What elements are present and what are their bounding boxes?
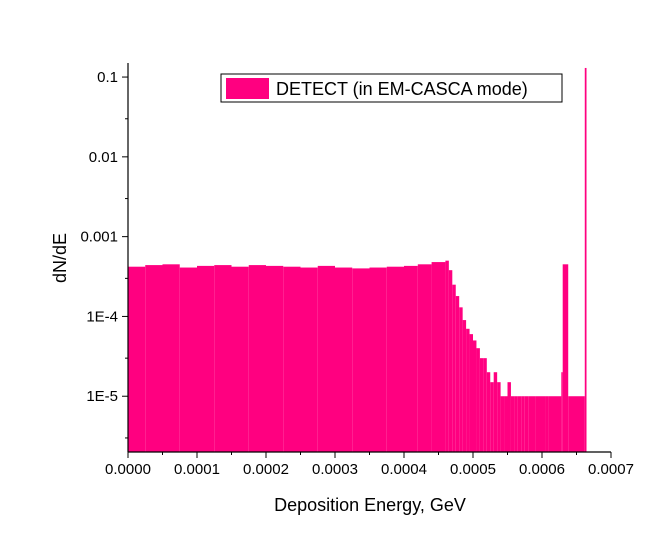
histogram-bar bbox=[542, 396, 546, 452]
y-tick-label: 0.1 bbox=[97, 69, 118, 86]
histogram-bar bbox=[445, 260, 449, 452]
histogram-bar bbox=[517, 396, 522, 452]
histogram-bar bbox=[584, 67, 587, 453]
histogram-bar bbox=[248, 265, 266, 452]
histogram-bar bbox=[500, 396, 505, 452]
histogram-bar bbox=[317, 265, 335, 452]
histogram-bar bbox=[473, 340, 477, 452]
histogram-bar bbox=[231, 266, 249, 452]
histogram-bar bbox=[266, 265, 284, 452]
histogram-bar bbox=[510, 396, 515, 452]
histogram-bar bbox=[568, 396, 585, 452]
histogram-bar bbox=[483, 358, 487, 452]
x-tick-label: 0.0002 bbox=[243, 461, 289, 478]
histogram-bar bbox=[521, 396, 525, 452]
histogram-bars bbox=[128, 67, 587, 453]
histogram-bar bbox=[145, 265, 163, 452]
histogram-bar bbox=[462, 320, 467, 452]
histogram-bar bbox=[514, 396, 518, 452]
histogram-bar bbox=[459, 307, 463, 452]
histogram-bar bbox=[369, 267, 387, 452]
x-tick-label: 0.0000 bbox=[105, 461, 151, 478]
legend-frame bbox=[220, 73, 563, 103]
histogram-bar bbox=[197, 265, 215, 452]
x-tick-label: 0.0007 bbox=[588, 461, 634, 478]
histogram-bar bbox=[300, 267, 318, 452]
histogram-bar bbox=[562, 264, 569, 452]
y-tick-label: 0.001 bbox=[80, 229, 118, 246]
histogram-bar bbox=[283, 266, 301, 452]
histogram-bar bbox=[179, 267, 197, 452]
histogram-bar bbox=[214, 265, 232, 452]
x-tick-label: 0.0001 bbox=[174, 461, 220, 478]
histogram-bar bbox=[561, 372, 563, 452]
histogram-bar bbox=[486, 372, 491, 452]
histogram-bar bbox=[476, 348, 480, 452]
histogram-bar bbox=[528, 396, 536, 452]
histogram-bar bbox=[386, 266, 404, 452]
histogram-bar bbox=[479, 358, 484, 452]
histogram-bar bbox=[455, 296, 460, 452]
histogram-bar bbox=[448, 270, 453, 452]
y-tick-label: 0.01 bbox=[89, 149, 118, 166]
histogram-bar bbox=[162, 264, 180, 452]
histogram-bar bbox=[431, 262, 446, 452]
histogram-bar bbox=[490, 382, 494, 452]
legend-label: DETECT (in EM-CASCA mode) bbox=[276, 79, 528, 99]
histogram-bar bbox=[493, 372, 498, 452]
histogram-bar bbox=[466, 328, 470, 452]
histogram-bar bbox=[335, 267, 353, 452]
histogram-bar bbox=[548, 396, 562, 452]
histogram-bar bbox=[545, 396, 549, 452]
histogram-bar bbox=[417, 264, 432, 452]
ticks: 0.0000 0.0001 0.0002 0.0003 0.0004 0.0005 0.00… bbox=[80, 69, 633, 478]
histogram-bar bbox=[469, 334, 473, 452]
histogram-bar bbox=[504, 396, 508, 452]
histogram-bar bbox=[404, 265, 418, 452]
histogram-bar bbox=[507, 382, 511, 452]
x-tick-label: 0.0003 bbox=[312, 461, 358, 478]
legend-swatch bbox=[226, 78, 269, 99]
histogram-bar bbox=[535, 396, 542, 452]
legend: DETECT (in EM-CASCA mode) bbox=[220, 73, 563, 103]
histogram-bar bbox=[352, 268, 370, 452]
x-tick-label: 0.0004 bbox=[381, 461, 427, 478]
histogram-bar bbox=[128, 266, 146, 452]
y-tick-label: 1E-5 bbox=[86, 388, 118, 405]
x-tick-label: 0.0005 bbox=[450, 461, 496, 478]
x-tick-label: 0.0006 bbox=[519, 461, 565, 478]
x-axis-title: Deposition Energy, GeV bbox=[274, 495, 466, 515]
histogram-bar bbox=[524, 396, 529, 452]
histogram-bar bbox=[497, 382, 501, 452]
histogram-bar bbox=[452, 284, 456, 452]
y-tick-label: 1E-4 bbox=[86, 308, 118, 325]
y-axis-title: dN/dE bbox=[50, 233, 70, 283]
